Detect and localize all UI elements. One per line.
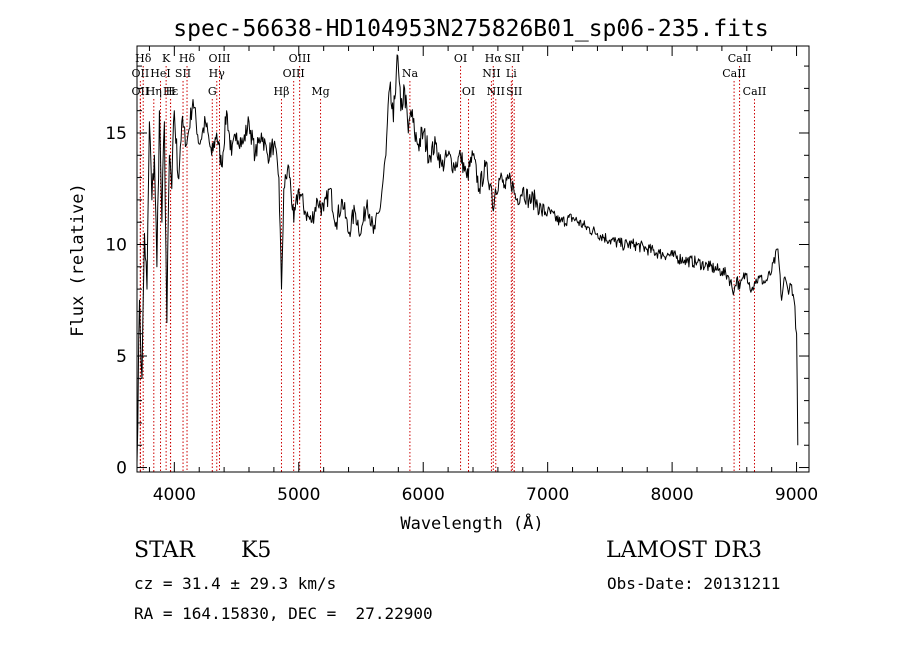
axis-tick-labels: 4000 5000 6000 7000 8000 9000 0 5 10 15 xyxy=(105,124,818,505)
line-label-10: OIII xyxy=(208,52,230,65)
line-label-27: CaII xyxy=(722,67,746,80)
ra-dec-coordinates: RA = 164.15830, DEC = 27.22900 xyxy=(134,604,433,623)
line-label-23: Li xyxy=(506,67,517,80)
line-label-6: SII xyxy=(175,67,191,80)
line-label-13: Hβ xyxy=(274,85,290,98)
redshift-velocity: cz = 31.4 ± 29.3 km/s xyxy=(134,574,337,593)
y-tick-label-2: 10 xyxy=(105,236,127,256)
x-axis-label: Wavelength (Å) xyxy=(400,512,543,534)
object-subclass: K5 xyxy=(241,538,272,563)
line-label-15: OIII xyxy=(283,67,305,80)
line-label-18: OI xyxy=(454,52,467,65)
observation-date: Obs-Date: 20131211 xyxy=(607,574,781,593)
line-label-3: Hε xyxy=(163,85,179,98)
line-label-26: CaII xyxy=(728,52,752,65)
line-label-20: Hα xyxy=(485,52,503,65)
x-tick-label-2: 6000 xyxy=(402,485,445,505)
y-tick-label-3: 15 xyxy=(105,124,127,144)
axis-ticks xyxy=(137,46,809,472)
line-label-1: OII xyxy=(132,67,150,80)
line-label-28: CaII xyxy=(743,85,767,98)
line-label-11: Hγ xyxy=(209,67,226,80)
x-tick-label-5: 9000 xyxy=(775,485,818,505)
spectral-line-markers: Hδ OII OII Hε K HeI SII Hη H Hδ OIII Hγ G Hβ OIII OIII M… xyxy=(132,52,767,472)
survey-label: LAMOST DR3 xyxy=(606,538,762,563)
line-label-25: SII xyxy=(506,85,522,98)
line-label-9: Hδ xyxy=(179,52,196,65)
line-label-14: OIII xyxy=(289,52,311,65)
plot-frame xyxy=(136,45,810,473)
y-axis-label: Flux (relative) xyxy=(68,183,88,337)
chart-title: spec-56638-HD104953N275826B01_sp06-235.f… xyxy=(173,16,768,42)
y-tick-label-0: 0 xyxy=(116,459,127,479)
line-label-16: Mg xyxy=(311,85,329,98)
line-label-24: NII xyxy=(487,85,505,98)
x-tick-label-3: 7000 xyxy=(526,485,569,505)
line-label-19: OI xyxy=(462,85,475,98)
line-label-8: H xyxy=(166,85,176,98)
line-label-7: Hη xyxy=(146,85,162,98)
x-tick-label-0: 4000 xyxy=(153,485,196,505)
line-label-4: K xyxy=(162,52,171,65)
y-tick-label-1: 5 xyxy=(116,347,127,367)
line-label-22: NII xyxy=(482,67,500,80)
line-label-5: HeI xyxy=(150,67,170,80)
line-label-2: OII xyxy=(132,85,150,98)
line-label-12: G xyxy=(208,85,217,98)
x-tick-label-4: 8000 xyxy=(650,485,693,505)
line-label-0: Hδ xyxy=(135,52,152,65)
flux-series xyxy=(136,54,799,464)
object-class: STAR xyxy=(134,538,195,563)
line-label-17: Na xyxy=(402,67,419,80)
line-label-21: SII xyxy=(504,52,520,65)
flux-line xyxy=(136,54,799,464)
x-tick-label-1: 5000 xyxy=(277,485,320,505)
